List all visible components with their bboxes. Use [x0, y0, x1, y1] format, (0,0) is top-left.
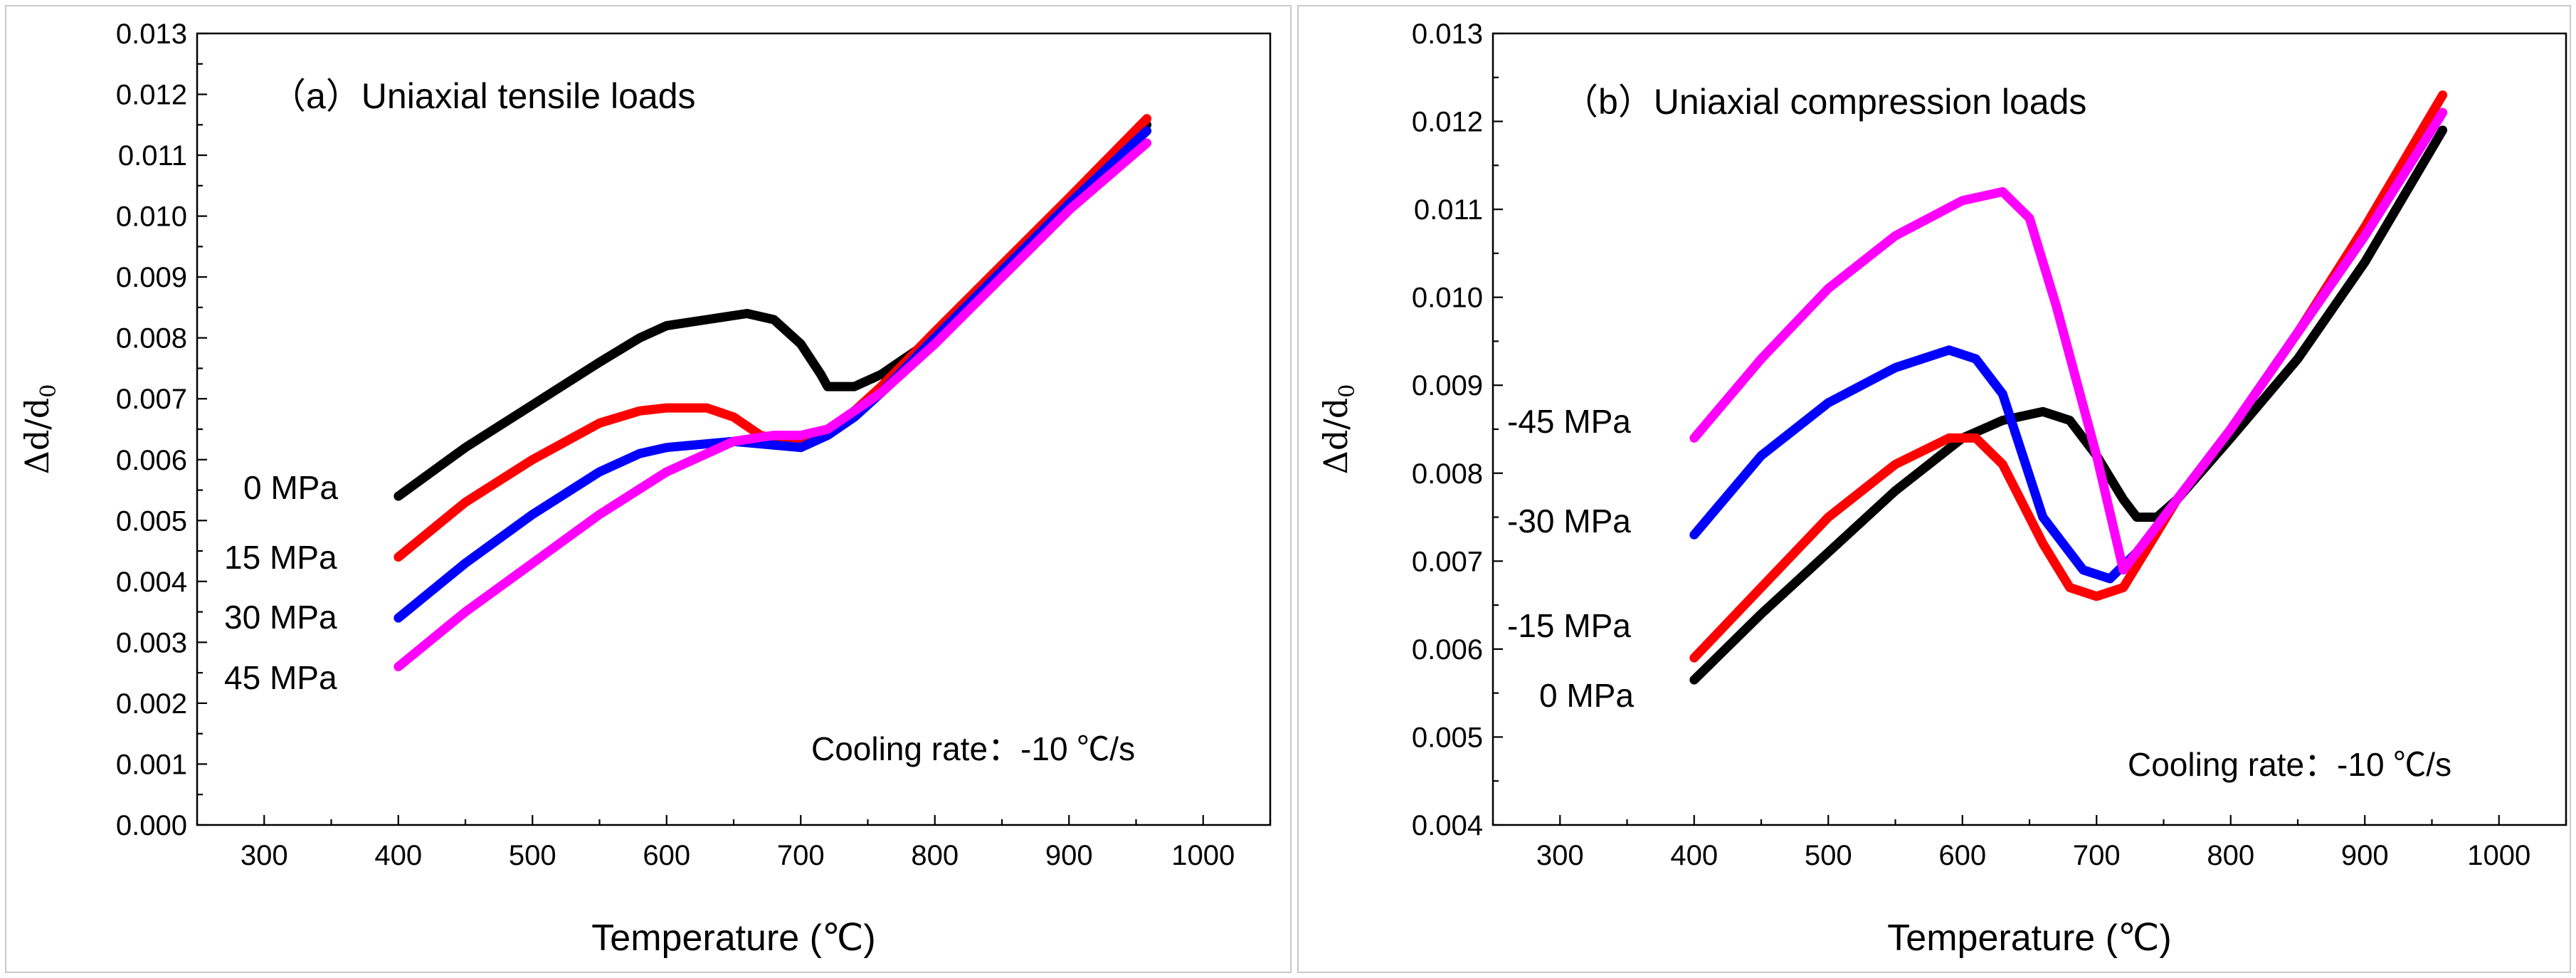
x-tick-label: 500 [1805, 840, 1852, 871]
y-tick-label: 0.003 [116, 627, 187, 658]
y-tick-label: 0.012 [1412, 107, 1483, 138]
series-group-b [1689, 90, 2448, 685]
chart-b-label-minus30mpa: -30 MPa [1507, 503, 1631, 540]
x-tick-label: 1000 [1171, 840, 1235, 871]
chart-a-annotation: Cooling rate：-10 ℃/s [811, 730, 1135, 767]
x-tick-label: 900 [1045, 840, 1093, 871]
chart-a-label-0mpa: 0 MPa [243, 469, 338, 506]
y-tick-label: 0.007 [1412, 546, 1483, 577]
panel-a-border [5, 5, 1292, 973]
series-line-0mpa [1689, 125, 2448, 685]
chart-a-y-axis-title: Δd/d0 [18, 384, 61, 475]
chart-b-y-axis-title-main: Δd/d [1316, 398, 1355, 475]
y-tick-label: 0.005 [116, 505, 187, 537]
chart-b-label-minus45mpa: -45 MPa [1507, 403, 1631, 440]
x-tick-label: 700 [777, 840, 825, 871]
x-tick-label: 300 [1536, 840, 1584, 871]
y-tick-label: 0.000 [116, 810, 187, 841]
chart-a-label-15mpa: 15 MPa [224, 539, 337, 576]
y-tick-label: 0.008 [1412, 458, 1483, 490]
y-tick-label: 0.009 [1412, 370, 1483, 401]
chart-b: 300 400 500 600 700 800 900 1000 0.004 0.005 0.006… [1297, 5, 2571, 973]
y-tick-label: 0.004 [116, 567, 187, 598]
series-group-a [394, 114, 1152, 672]
chart-a-y-axis-title-sub: 0 [36, 384, 61, 398]
x-tick-label: 900 [2341, 840, 2389, 871]
chart-a-y-axis-title-main: Δd/d [18, 398, 56, 475]
series-line-15mpa [394, 114, 1152, 562]
chart-a: 300 400 500 600 700 800 900 1000 0.000 0.001 0.002… [5, 5, 1292, 973]
y-tick-label: 0.005 [1412, 722, 1483, 753]
y-tick-label: 0.006 [116, 445, 187, 476]
y-tick-label: 0.013 [116, 19, 187, 50]
y-tick-label: 0.009 [116, 262, 187, 293]
y-tick-label: 0.008 [116, 323, 187, 354]
chart-b-x-axis-title: Temperature (℃) [1887, 917, 2171, 959]
y-tick-label: 0.002 [116, 688, 187, 720]
y-tick-label: 0.007 [116, 384, 187, 415]
panel-b-border [1297, 5, 2571, 973]
x-tick-label: 600 [643, 840, 690, 871]
y-tick-label: 0.011 [1414, 194, 1483, 226]
chart-b-y-axis-title-sub: 0 [1335, 384, 1360, 398]
x-tick-label: 1000 [2467, 840, 2530, 871]
y-tick-label: 0.004 [1412, 810, 1483, 841]
svg-text:Δd/d0: Δd/d0 [1316, 384, 1360, 475]
svg-text:Δd/d0: Δd/d0 [18, 384, 61, 475]
series-line-minus45mpa [1689, 107, 2448, 575]
x-tick-label: 800 [911, 840, 959, 871]
chart-a-title: （a）Uniaxial tensile loads [270, 76, 696, 116]
y-tick-label: 0.011 [118, 140, 187, 172]
chart-b-label-minus15mpa: -15 MPa [1507, 607, 1631, 644]
x-tick-label: 500 [509, 840, 556, 871]
y-tick-label: 0.010 [116, 201, 187, 233]
axes-a-ticks: 300 400 500 600 700 800 900 1000 0.000 0.001 0.002… [116, 19, 1272, 871]
chart-b-title: （b）Uniaxial compression loads [1563, 82, 2086, 122]
y-tick-label: 0.013 [1412, 19, 1483, 50]
series-line-30mpa [394, 126, 1152, 623]
y-tick-label: 0.006 [1412, 634, 1483, 666]
y-tick-label: 0.001 [116, 749, 187, 780]
x-tick-label: 300 [241, 840, 288, 871]
chart-a-x-axis-title: Temperature (℃) [591, 917, 875, 959]
axes-b-ticks: 300 400 500 600 700 800 900 1000 0.004 0.005 0.006… [1412, 19, 2567, 871]
chart-b-annotation: Cooling rate：-10 ℃/s [2128, 746, 2451, 783]
chart-a-label-30mpa: 30 MPa [224, 599, 337, 636]
chart-b-y-axis-title: Δd/d0 [1316, 384, 1360, 475]
x-tick-label: 400 [1670, 840, 1718, 871]
chart-a-label-45mpa: 45 MPa [224, 659, 337, 696]
chart-b-label-0mpa: 0 MPa [1539, 677, 1634, 714]
y-tick-label: 0.010 [1412, 283, 1483, 314]
x-tick-label: 400 [374, 840, 422, 871]
y-tick-label: 0.012 [116, 80, 187, 111]
x-tick-label: 800 [2207, 840, 2254, 871]
x-tick-label: 600 [1938, 840, 1986, 871]
series-line-45mpa [394, 138, 1152, 672]
x-tick-label: 700 [2073, 840, 2121, 871]
